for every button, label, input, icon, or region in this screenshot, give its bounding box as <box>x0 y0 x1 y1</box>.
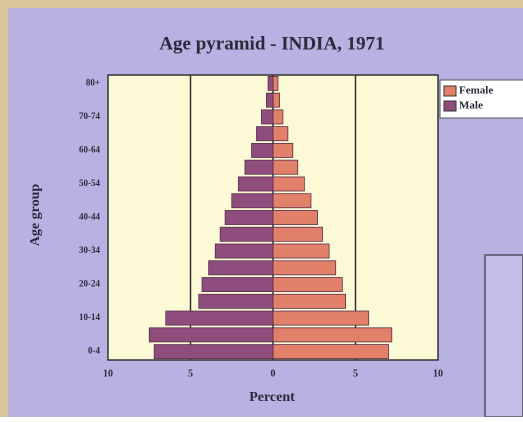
x-tick-label: 0 <box>271 368 276 379</box>
y-tick-label: 70-74 <box>79 111 100 121</box>
x-tick-label: 10 <box>433 368 443 379</box>
bar <box>208 260 274 276</box>
bar <box>237 176 274 192</box>
legend-swatch <box>443 100 457 112</box>
y-tick-label: 80+ <box>86 77 100 87</box>
bar <box>251 142 274 158</box>
bar <box>214 243 274 259</box>
bar <box>272 260 337 276</box>
bar <box>272 176 305 192</box>
y-axis-label: Age group <box>28 184 43 247</box>
bar <box>165 310 274 326</box>
legend-label: Female <box>459 85 493 97</box>
bar <box>272 344 389 360</box>
bar <box>267 75 274 91</box>
bar <box>153 344 274 360</box>
bar <box>198 293 274 309</box>
x-tick-label: 5 <box>353 368 358 379</box>
x-tick-label: 5 <box>188 368 193 379</box>
y-tick-label: 20-24 <box>79 279 100 289</box>
bar <box>272 277 343 292</box>
bar <box>272 109 284 125</box>
bar <box>272 193 312 209</box>
y-tick-label: 30-34 <box>79 245 100 255</box>
bar <box>224 210 274 225</box>
bar <box>272 293 346 309</box>
bar <box>256 126 274 142</box>
bar <box>272 327 393 343</box>
bar <box>231 193 274 209</box>
y-tick-label: 50-54 <box>79 178 100 188</box>
bar <box>261 109 274 125</box>
legend-label: Male <box>459 100 483 112</box>
side-box <box>484 254 523 418</box>
chart-title: Age pyramid - INDIA, 1971 <box>159 33 384 54</box>
bar <box>272 159 299 175</box>
bar <box>265 92 274 108</box>
legend <box>439 79 523 119</box>
bar <box>272 142 294 158</box>
bar <box>272 126 289 142</box>
x-axis-label: Percent <box>249 390 295 405</box>
x-tick-label: 10 <box>103 368 113 379</box>
bar <box>272 92 280 108</box>
bar <box>272 310 370 326</box>
bar <box>272 226 323 242</box>
y-tick-label: 40-44 <box>79 212 100 222</box>
y-tick-label: 10-14 <box>79 312 100 322</box>
bar <box>201 277 274 292</box>
bar <box>272 210 318 225</box>
y-tick-label: 60-64 <box>79 145 100 155</box>
bar <box>272 75 279 91</box>
bar <box>244 159 274 175</box>
bar <box>219 226 274 242</box>
bar <box>272 243 330 259</box>
y-tick-label: 0-4 <box>88 346 100 356</box>
legend-swatch <box>443 85 457 97</box>
bar <box>148 327 274 343</box>
